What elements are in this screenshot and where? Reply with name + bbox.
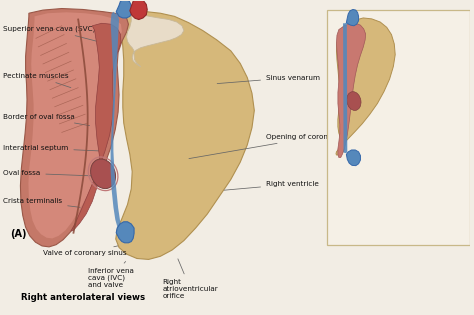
Text: Superior vena cava (SVC): Superior vena cava (SVC) <box>3 26 113 45</box>
Ellipse shape <box>347 92 361 111</box>
Text: Opening of coronary sinus: Opening of coronary sinus <box>189 134 360 158</box>
Polygon shape <box>116 12 255 260</box>
Text: Valve of coronary sinus: Valve of coronary sinus <box>43 246 127 256</box>
Polygon shape <box>336 18 395 155</box>
Polygon shape <box>127 12 184 66</box>
Text: Interatrial septum: Interatrial septum <box>3 145 104 151</box>
Text: Sinus venarum: Sinus venarum <box>217 75 320 83</box>
Text: Border of oval fossa: Border of oval fossa <box>3 114 90 126</box>
Text: Right ventricle: Right ventricle <box>224 181 319 190</box>
FancyBboxPatch shape <box>327 10 470 245</box>
Text: Crista terminalis: Crista terminalis <box>3 198 80 207</box>
Polygon shape <box>110 12 122 230</box>
Text: Oval
fossa: Oval fossa <box>351 148 376 161</box>
Text: Inferior vena
cava (IVC)
and valve: Inferior vena cava (IVC) and valve <box>88 261 134 289</box>
Text: Pectinate muscles: Pectinate muscles <box>3 73 71 88</box>
Polygon shape <box>343 23 347 153</box>
Polygon shape <box>337 23 365 158</box>
Polygon shape <box>28 12 122 238</box>
Polygon shape <box>20 9 128 247</box>
Polygon shape <box>116 222 134 243</box>
Polygon shape <box>130 0 147 20</box>
Text: IVC: IVC <box>351 197 370 203</box>
Polygon shape <box>346 150 360 166</box>
Text: Oval fossa: Oval fossa <box>3 170 101 176</box>
Text: SVC: SVC <box>351 106 369 112</box>
Polygon shape <box>71 23 121 231</box>
Text: Right
atrioventricular
orifice: Right atrioventricular orifice <box>163 259 219 299</box>
Text: (B): (B) <box>386 235 402 245</box>
Text: Right anterolateral views: Right anterolateral views <box>21 293 145 302</box>
Polygon shape <box>346 9 358 26</box>
Ellipse shape <box>91 159 116 189</box>
Text: Opening of
coronary sinus: Opening of coronary sinus <box>404 38 461 76</box>
Polygon shape <box>116 0 132 18</box>
Text: (A): (A) <box>10 229 27 239</box>
